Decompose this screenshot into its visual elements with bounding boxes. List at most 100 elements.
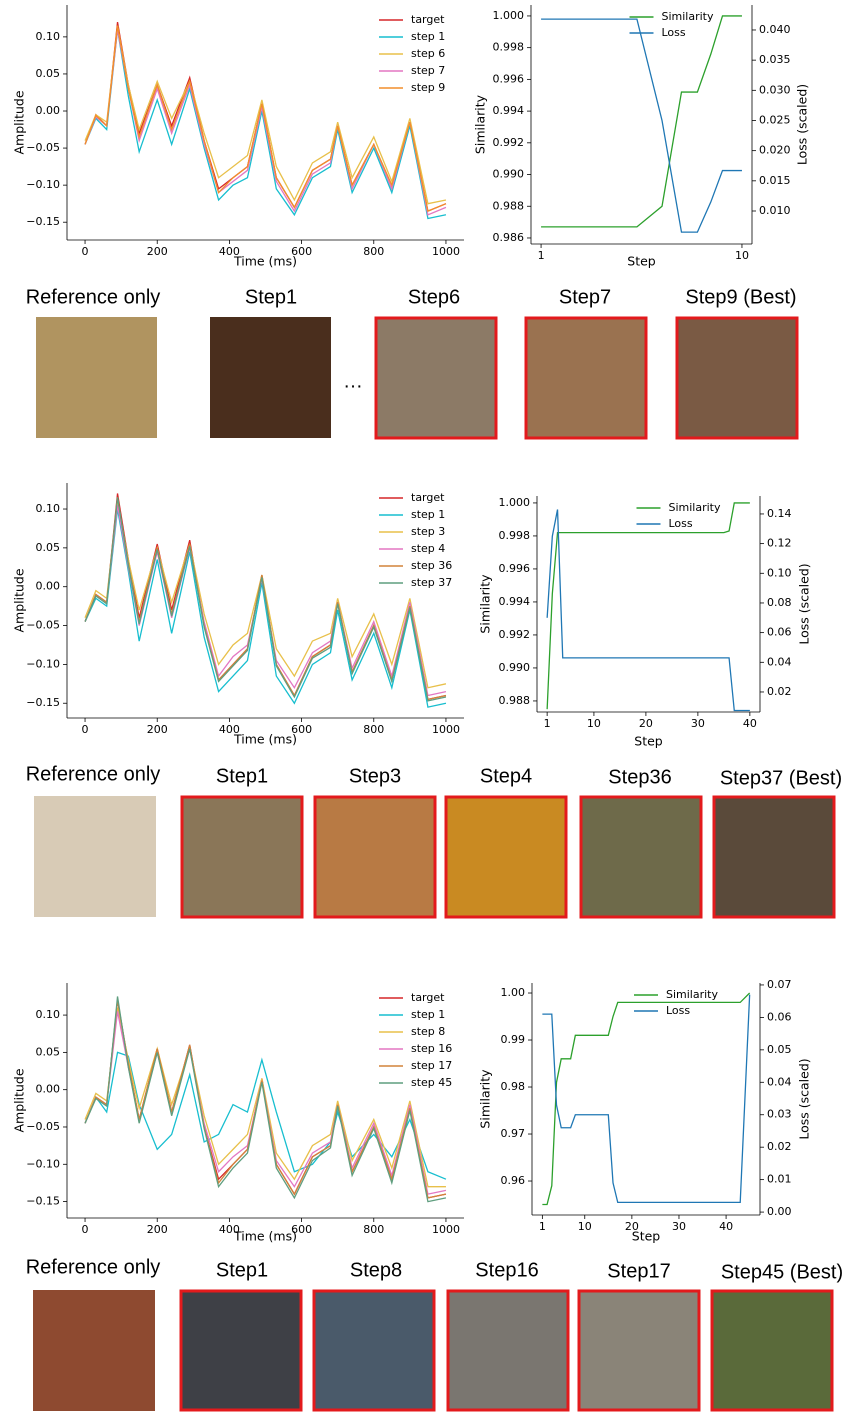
- x-tick-label: 1: [538, 249, 545, 262]
- y-tick-label: 0.996: [493, 72, 525, 85]
- x-axis-label: Step: [634, 734, 663, 749]
- series-line: [85, 1052, 446, 1179]
- image: [210, 317, 331, 438]
- y-tick-label: 0.986: [493, 231, 525, 244]
- x-axis-label: Time (ms): [233, 732, 297, 747]
- x-tick-label: 800: [363, 245, 384, 258]
- y-tick-label: 0.990: [499, 661, 531, 674]
- y2-tick-label: 0.07: [767, 978, 792, 991]
- y2-tick-label: 0.06: [767, 1010, 792, 1023]
- image: [677, 318, 797, 438]
- x-tick-label: 200: [147, 723, 168, 736]
- legend-label: step 7: [411, 64, 445, 77]
- x-tick-label: 0: [82, 723, 89, 736]
- caption: Step1: [216, 1259, 268, 1281]
- legend-label: step 4: [411, 542, 445, 555]
- x-tick-label: 1000: [432, 723, 460, 736]
- x-tick-label: 30: [672, 1220, 686, 1233]
- x-tick-label: 30: [691, 717, 705, 730]
- y-tick-label: 0.994: [499, 595, 531, 608]
- y-tick-label: −0.10: [26, 657, 60, 670]
- caption: Step4: [480, 765, 532, 787]
- x-tick-label: 1000: [432, 245, 460, 258]
- y2-tick-label: 0.12: [767, 537, 792, 550]
- caption: Reference only: [26, 1256, 161, 1278]
- figure: Reference only Step1 Step6 Step7 Step9 (…: [0, 0, 849, 1412]
- caption: Step16: [475, 1259, 538, 1281]
- caption: Step1: [245, 286, 297, 308]
- y-tick-label: −0.15: [26, 1195, 60, 1208]
- y2-tick-label: 0.030: [759, 83, 791, 96]
- y-tick-label: 0.99: [501, 1033, 526, 1046]
- y-axis-label: Amplitude: [12, 1068, 27, 1132]
- x-axis-label: Step: [632, 1229, 661, 1244]
- y-tick-label: 0.05: [36, 541, 61, 554]
- y2-tick-label: 0.00: [767, 1205, 792, 1218]
- x-axis-label: Time (ms): [233, 254, 297, 269]
- series-line: [85, 26, 446, 204]
- y2-axis-label: Loss (scaled): [797, 1058, 812, 1139]
- y2-axis-label: Loss (scaled): [795, 84, 810, 165]
- image: [181, 1291, 301, 1410]
- legend-label: target: [411, 13, 445, 26]
- y-tick-label: 0.00: [36, 1083, 61, 1096]
- ellipsis: …: [343, 370, 363, 392]
- legend-label: Loss: [662, 26, 686, 39]
- image: [579, 1291, 699, 1410]
- image: [526, 318, 646, 438]
- y2-tick-label: 0.015: [759, 174, 791, 187]
- y-tick-label: 0.990: [493, 168, 525, 181]
- y2-tick-label: 0.010: [759, 204, 791, 217]
- x-tick-label: 40: [743, 717, 757, 730]
- legend-label: step 9: [411, 81, 445, 94]
- image-row: [34, 796, 834, 917]
- y-tick-label: 0.992: [493, 136, 525, 149]
- y-tick-label: 0.988: [493, 199, 525, 212]
- x-tick-label: 1: [539, 1220, 546, 1233]
- x-tick-label: 10: [587, 717, 601, 730]
- caption: Step6: [408, 286, 460, 308]
- image: [712, 1291, 832, 1410]
- y-tick-label: 0.10: [36, 30, 61, 43]
- y2-tick-label: 0.14: [767, 507, 792, 520]
- y-tick-label: −0.15: [26, 696, 60, 709]
- image-row: [36, 317, 797, 438]
- y2-tick-label: 0.02: [767, 685, 792, 698]
- legend-label: step 1: [411, 1008, 445, 1021]
- series-line: [85, 497, 446, 701]
- series-line: [542, 993, 749, 1205]
- y-tick-label: 0.00: [36, 104, 61, 117]
- legend-label: target: [411, 491, 445, 504]
- x-tick-label: 0: [82, 1223, 89, 1236]
- y2-tick-label: 0.040: [759, 23, 791, 36]
- legend-label: Loss: [666, 1004, 690, 1017]
- y2-tick-label: 0.04: [767, 655, 792, 668]
- image: [182, 797, 302, 917]
- x-tick-label: 800: [363, 723, 384, 736]
- y-tick-label: 0.10: [36, 1008, 61, 1021]
- y2-tick-label: 0.08: [767, 596, 792, 609]
- x-axis-label: Step: [627, 254, 656, 269]
- y-axis-label: Amplitude: [12, 90, 27, 154]
- legend-label: step 3: [411, 525, 445, 538]
- caption: Step7: [559, 286, 611, 308]
- image: [376, 318, 496, 438]
- x-tick-label: 200: [147, 245, 168, 258]
- y-tick-label: 0.05: [36, 1045, 61, 1058]
- image: [714, 797, 834, 917]
- caption: Step8: [350, 1259, 402, 1281]
- legend-label: step 45: [411, 1076, 452, 1089]
- series-line: [541, 16, 742, 227]
- x-tick-label: 1: [544, 717, 551, 730]
- y-tick-label: 1.00: [501, 986, 526, 999]
- y2-tick-label: 0.025: [759, 113, 791, 126]
- y-tick-label: −0.10: [26, 1157, 60, 1170]
- legend-label: Similarity: [662, 10, 714, 23]
- image: [314, 1291, 434, 1410]
- legend-label: step 6: [411, 47, 445, 60]
- x-tick-label: 10: [578, 1220, 592, 1233]
- series-line: [542, 995, 749, 1203]
- y-axis-label: Similarity: [478, 574, 493, 634]
- y-tick-label: 0.05: [36, 67, 61, 80]
- y-tick-label: 1.000: [493, 9, 525, 22]
